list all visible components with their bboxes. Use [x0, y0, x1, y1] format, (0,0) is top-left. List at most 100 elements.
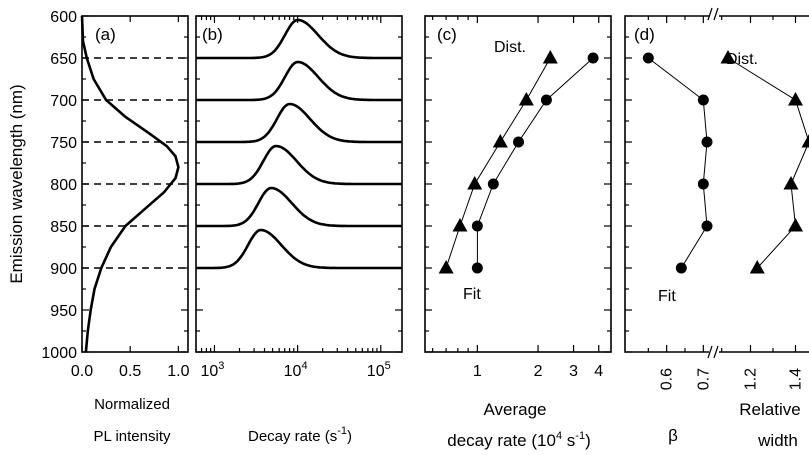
circle-marker [697, 178, 709, 190]
panel-d-x-ticks: 0.6 0.7 1.2 1.4 [647, 16, 805, 390]
panel-d-x-label-right-line1: Relative [739, 400, 800, 419]
circle-marker [701, 136, 713, 148]
circle-marker [701, 220, 713, 232]
panel-c-label: (c) [437, 25, 457, 44]
rate-distribution-curve [196, 186, 402, 228]
panel-c-x-label-line2: decay rate (104 s-1) [447, 430, 591, 450]
panel-c-x-label-sup2: -1 [575, 430, 585, 442]
y-tick-label: 800 [50, 177, 77, 194]
panel-b-label: (b) [202, 25, 223, 44]
panel-b-x-label-text: Decay rate (s [248, 428, 337, 445]
triangle-marker [788, 92, 803, 106]
triangle-marker [518, 92, 534, 106]
y-tick-label: 650 [50, 51, 77, 68]
panel-c-x-label-sup: 4 [556, 430, 562, 442]
panel-b: (b) 103 104 105 Decay rate (s-1) [195, 15, 403, 445]
panel-a: (a) Emission wavelength (nm) 600 650 700 75… [7, 9, 190, 445]
y-tick-label: 1000 [41, 345, 77, 362]
panel-b-x-label-end: ) [347, 428, 352, 445]
panel-a-y-ticks: 600 650 700 750 800 850 900 950 1000 [41, 9, 188, 362]
x-tick-exponent: 3 [218, 360, 224, 372]
panel-b-x-label-sup: -1 [337, 425, 347, 437]
y-axis-label: Emission wavelength (nm) [7, 84, 26, 283]
x-tick-label: 0.5 [119, 363, 141, 380]
triangle-marker [452, 218, 468, 232]
panel-d-frame [624, 15, 809, 353]
x-tick-label: 1.0 [167, 363, 189, 380]
panel-c-x-label-line1: Average [483, 400, 546, 419]
triangle-marker [467, 176, 483, 190]
circle-marker [675, 262, 687, 274]
triangle-marker [438, 260, 454, 274]
circle-marker [487, 178, 499, 190]
circle-marker [513, 136, 525, 148]
x-tick-label: 0.0 [71, 363, 93, 380]
x-tick-label: 0.7 [695, 368, 712, 390]
panel-c-dist-label: Dist. [494, 39, 526, 56]
x-tick-label: 3 [569, 363, 578, 380]
panel-b-x-ticks: 103 104 105 [195, 16, 391, 380]
rate-distribution-curve [196, 60, 402, 102]
circle-marker [471, 262, 483, 274]
panel-a-x-ticks: 0.0 0.5 1.0 [71, 16, 190, 380]
rate-distribution-curve [196, 18, 402, 60]
triangle-series-line [445, 57, 551, 269]
rate-distribution-curve [196, 228, 402, 270]
panel-c-x-label-mid: s [562, 431, 575, 450]
panel-d-x-label-beta: β [668, 426, 678, 445]
triangle-marker [542, 50, 558, 64]
axis-break-top [707, 7, 719, 24]
triangle-marker [788, 218, 803, 232]
x-tick-label: 103 [200, 360, 224, 380]
panel-c-x-label-text: decay rate (10 [447, 431, 556, 450]
y-tick-label: 750 [50, 135, 77, 152]
circle-marker [471, 220, 483, 232]
panel-d-y-ticks [625, 15, 632, 353]
panel-b-x-label: Decay rate (s-1) [248, 425, 352, 445]
panel-d-dist-label: Dist. [726, 51, 758, 68]
circle-marker [642, 52, 654, 64]
axis-break-bottom [707, 344, 719, 360]
triangle-marker [720, 50, 736, 64]
triangle-marker [783, 176, 799, 190]
x-tick-label: 4 [594, 363, 603, 380]
y-tick-label: 850 [50, 219, 77, 236]
x-tick-exponent: 5 [385, 360, 391, 372]
circle-marker [587, 52, 599, 64]
circle-marker [697, 94, 709, 106]
circle-series-line [476, 57, 594, 268]
panel-c-series [438, 50, 599, 274]
circle-series-line [647, 57, 708, 269]
panel-d-x-label-right-line2: width [757, 431, 798, 450]
x-tick-label: 0.6 [659, 368, 676, 390]
y-tick-label: 600 [50, 9, 77, 26]
triangle-marker [801, 134, 809, 148]
y-tick-label: 700 [50, 93, 77, 110]
panel-d-series [642, 50, 809, 274]
x-tick-label: 2 [534, 363, 543, 380]
panel-d: (d) Dist. Fit 0.6 0.7 1.2 1.4 β Relative wi… [624, 7, 809, 450]
panel-d-fit-label: Fit [658, 288, 676, 305]
x-tick-label: 1 [473, 363, 482, 380]
triangle-marker [749, 260, 765, 274]
panel-c-x-label-end: ) [585, 431, 591, 450]
panel-c-fit-label: Fit [463, 286, 481, 303]
x-tick-label: 105 [367, 360, 391, 380]
panel-a-x-label-line2: PL intensity [94, 428, 171, 445]
triangle-marker [492, 134, 508, 148]
rate-distribution-curve [196, 144, 402, 186]
y-tick-label: 950 [50, 303, 77, 320]
rate-distribution-curve [196, 102, 402, 144]
panel-d-label: (d) [634, 25, 655, 44]
panel-b-distributions [196, 18, 402, 270]
panel-a-dashed-guides [82, 57, 188, 269]
pl-intensity-curve [80, 15, 180, 353]
x-tick-label: 104 [284, 360, 308, 380]
x-tick-label: 1.2 [743, 368, 760, 390]
triangle-series-line [727, 57, 809, 269]
x-tick-label: 1.4 [788, 368, 805, 390]
panel-a-label: (a) [95, 25, 116, 44]
